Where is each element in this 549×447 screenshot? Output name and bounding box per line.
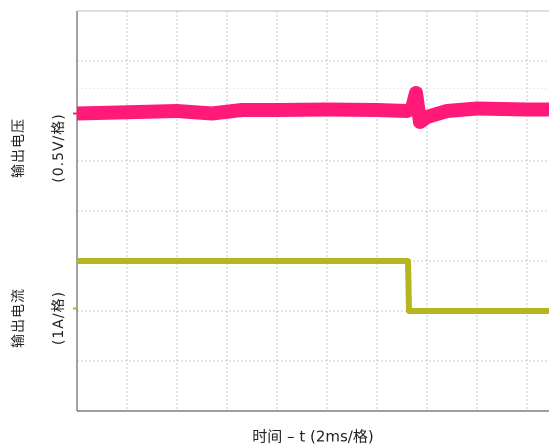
plot-traces <box>76 86 549 314</box>
current-axis-label-1: 输出电流 <box>11 288 27 348</box>
series-line-1 <box>77 258 549 314</box>
voltage-axis-label-1: 输出电压 <box>11 118 27 178</box>
current-axis-label-2: (1A/格) <box>51 290 67 346</box>
x-axis-label: 时间 – t (2ms/格) <box>252 427 374 446</box>
series-line-0 <box>76 86 549 129</box>
plot-grid <box>73 10 549 412</box>
voltage-axis-label-2: (0.5V/格) <box>51 113 67 183</box>
